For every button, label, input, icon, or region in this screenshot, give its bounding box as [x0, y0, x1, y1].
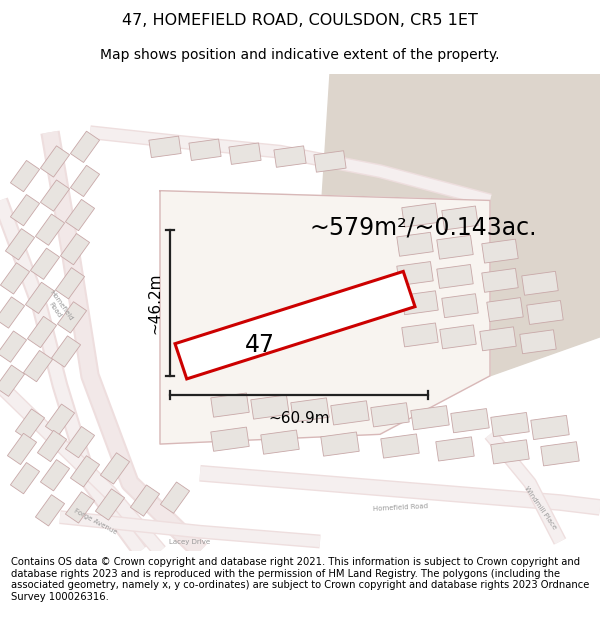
- Text: Homefield Road: Homefield Road: [373, 503, 428, 512]
- Polygon shape: [40, 459, 70, 491]
- Polygon shape: [411, 406, 449, 430]
- Polygon shape: [95, 489, 125, 520]
- Polygon shape: [527, 301, 563, 324]
- Polygon shape: [0, 365, 25, 396]
- Polygon shape: [160, 482, 190, 513]
- Polygon shape: [402, 203, 438, 227]
- Polygon shape: [40, 180, 70, 211]
- Polygon shape: [35, 214, 65, 246]
- Text: Lacey Drive: Lacey Drive: [169, 539, 211, 544]
- Polygon shape: [52, 336, 80, 367]
- Polygon shape: [149, 136, 181, 158]
- Polygon shape: [251, 395, 289, 419]
- Polygon shape: [397, 262, 433, 286]
- Text: 47, HOMEFIELD ROAD, COULSDON, CR5 1ET: 47, HOMEFIELD ROAD, COULSDON, CR5 1ET: [122, 13, 478, 28]
- Polygon shape: [70, 456, 100, 487]
- Polygon shape: [0, 297, 25, 328]
- Polygon shape: [65, 426, 95, 458]
- Polygon shape: [291, 398, 329, 422]
- Text: Map shows position and indicative extent of the property.: Map shows position and indicative extent…: [100, 48, 500, 62]
- Polygon shape: [314, 151, 346, 172]
- Polygon shape: [35, 494, 65, 526]
- Polygon shape: [65, 492, 95, 523]
- Polygon shape: [70, 131, 100, 162]
- Text: Forge Avenue: Forge Avenue: [73, 508, 118, 536]
- Polygon shape: [46, 404, 74, 436]
- Polygon shape: [28, 316, 56, 348]
- Polygon shape: [10, 462, 40, 494]
- Polygon shape: [482, 239, 518, 263]
- Text: ~60.9m: ~60.9m: [268, 411, 330, 426]
- Polygon shape: [130, 485, 160, 516]
- Polygon shape: [437, 235, 473, 259]
- Polygon shape: [5, 229, 35, 260]
- Polygon shape: [229, 143, 261, 164]
- Polygon shape: [261, 430, 299, 454]
- Polygon shape: [7, 433, 37, 464]
- Polygon shape: [211, 427, 249, 451]
- Polygon shape: [70, 165, 100, 197]
- Polygon shape: [371, 402, 409, 427]
- Polygon shape: [65, 199, 95, 231]
- Polygon shape: [442, 294, 478, 318]
- Polygon shape: [274, 146, 306, 168]
- Polygon shape: [189, 139, 221, 161]
- Polygon shape: [100, 452, 130, 484]
- Polygon shape: [522, 271, 558, 295]
- Polygon shape: [25, 282, 55, 314]
- Polygon shape: [1, 262, 29, 294]
- Text: ~579m²/~0.143ac.: ~579m²/~0.143ac.: [310, 216, 538, 240]
- Polygon shape: [480, 327, 516, 351]
- Polygon shape: [321, 432, 359, 456]
- Text: Windmill Place: Windmill Place: [523, 485, 557, 530]
- Polygon shape: [16, 409, 44, 440]
- Polygon shape: [520, 330, 556, 354]
- Polygon shape: [440, 325, 476, 349]
- Polygon shape: [491, 412, 529, 437]
- Polygon shape: [0, 331, 26, 362]
- Polygon shape: [436, 437, 474, 461]
- Polygon shape: [61, 234, 89, 265]
- Polygon shape: [211, 393, 249, 417]
- Polygon shape: [397, 232, 433, 256]
- Polygon shape: [402, 323, 438, 347]
- Text: 47: 47: [245, 332, 275, 357]
- Polygon shape: [451, 409, 489, 432]
- Polygon shape: [331, 401, 369, 425]
- Polygon shape: [10, 194, 40, 226]
- Polygon shape: [482, 268, 518, 292]
- Polygon shape: [40, 146, 70, 177]
- Polygon shape: [487, 298, 523, 321]
- Polygon shape: [10, 161, 40, 192]
- Polygon shape: [31, 248, 59, 279]
- Polygon shape: [437, 264, 473, 288]
- Polygon shape: [175, 271, 415, 379]
- Polygon shape: [37, 431, 67, 462]
- Polygon shape: [491, 440, 529, 464]
- Polygon shape: [58, 302, 86, 333]
- Polygon shape: [381, 434, 419, 458]
- Polygon shape: [160, 191, 490, 444]
- Polygon shape: [23, 351, 53, 382]
- Polygon shape: [442, 206, 478, 230]
- Polygon shape: [531, 416, 569, 439]
- Text: ~46.2m: ~46.2m: [147, 272, 162, 334]
- Polygon shape: [402, 291, 438, 315]
- Polygon shape: [320, 74, 600, 376]
- Text: Contains OS data © Crown copyright and database right 2021. This information is : Contains OS data © Crown copyright and d…: [11, 557, 589, 602]
- Polygon shape: [541, 442, 579, 466]
- Polygon shape: [55, 268, 85, 299]
- Text: Homefield
Road: Homefield Road: [43, 289, 74, 326]
